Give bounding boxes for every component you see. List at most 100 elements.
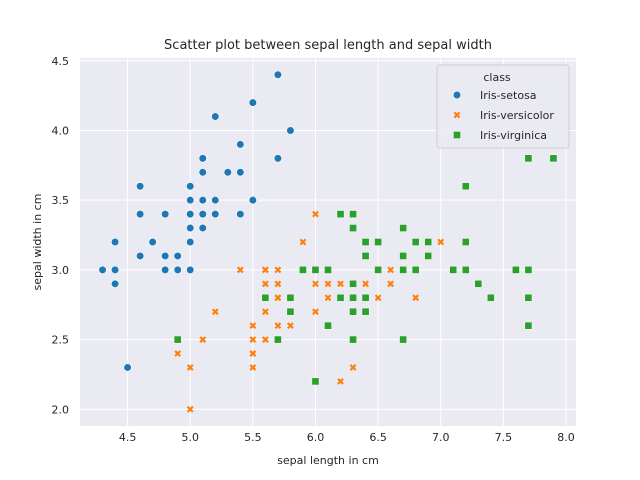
data-point	[287, 322, 294, 330]
y-tick-label: 2.0	[52, 403, 70, 416]
legend-label: Iris-virginica	[480, 129, 547, 142]
data-point	[361, 293, 370, 302]
y-tick-label: 2.5	[52, 334, 70, 347]
data-point	[173, 335, 182, 344]
data-point	[349, 224, 357, 232]
data-point	[173, 265, 182, 274]
data-point	[424, 252, 433, 260]
series-iris-setosa	[98, 70, 295, 372]
data-point	[312, 210, 319, 218]
data-point	[186, 210, 195, 219]
data-point	[299, 266, 307, 274]
y-tick-labels: 2.0 2.5 3.0 3.5 4.0 4.5	[52, 55, 70, 416]
x-tick-label: 7.5	[495, 431, 513, 444]
data-point	[123, 363, 132, 372]
data-point	[248, 196, 257, 205]
data-point	[236, 140, 245, 149]
data-point	[361, 238, 370, 246]
data-point	[211, 210, 220, 219]
data-point	[98, 265, 107, 274]
data-point	[286, 126, 295, 135]
data-point	[261, 336, 269, 343]
chart-title: Scatter plot between sepal length and se…	[164, 38, 492, 53]
data-point	[274, 335, 282, 344]
data-point	[324, 266, 332, 274]
data-point	[211, 112, 220, 121]
data-point	[524, 293, 533, 302]
data-point	[148, 237, 157, 247]
data-point	[387, 280, 395, 288]
legend-label: Iris-versicolor	[480, 109, 554, 122]
data-point	[249, 336, 257, 343]
data-point	[349, 293, 357, 302]
x-tick-label: 5.5	[244, 431, 262, 444]
data-point	[399, 335, 408, 344]
x-tick-label: 8.0	[557, 431, 575, 444]
data-point	[337, 378, 344, 385]
data-point	[437, 238, 445, 246]
data-point	[474, 279, 483, 288]
data-point	[349, 335, 357, 344]
data-point	[461, 266, 470, 274]
data-point	[161, 251, 170, 261]
data-point	[349, 210, 357, 218]
data-point	[411, 238, 420, 246]
x-tick-label: 7.0	[432, 431, 450, 444]
y-tick-label: 4.0	[52, 124, 70, 137]
data-point	[161, 210, 170, 219]
data-point	[486, 293, 495, 302]
data-point	[236, 210, 245, 219]
x-axis-label: sepal length in cm	[277, 454, 379, 467]
x-tick-label: 6.5	[369, 431, 387, 444]
data-point	[186, 364, 194, 371]
x-tick-label: 6.0	[307, 431, 325, 444]
data-point	[274, 280, 282, 288]
data-point	[136, 210, 145, 219]
data-point	[186, 405, 194, 413]
data-point	[198, 196, 207, 205]
data-point	[161, 265, 170, 274]
y-tick-label: 4.5	[52, 55, 70, 68]
data-point	[274, 266, 282, 274]
data-point	[449, 266, 458, 274]
x-tick-label: 4.5	[119, 431, 137, 444]
data-point	[374, 266, 382, 274]
x-tick-label: 5.0	[181, 431, 199, 444]
data-point	[273, 154, 282, 163]
data-point	[349, 279, 357, 288]
legend-marker	[453, 111, 461, 119]
data-point	[349, 307, 357, 316]
data-point	[286, 307, 295, 316]
data-point	[236, 266, 244, 274]
data-point	[312, 280, 319, 288]
y-axis-label: sepal width in cm	[31, 194, 44, 291]
data-point	[274, 322, 282, 330]
x-tick-labels: 4.5 5.0 5.5 6.0 6.5 7.0 7.5 8.0	[119, 431, 575, 444]
data-point	[198, 154, 207, 163]
legend-marker	[453, 131, 461, 139]
data-point	[524, 321, 533, 330]
data-point	[324, 280, 332, 288]
y-tick-label: 3.5	[52, 194, 70, 207]
data-point	[211, 308, 219, 316]
data-point	[136, 251, 145, 261]
data-point	[198, 168, 207, 177]
data-point	[110, 279, 120, 288]
data-point	[361, 307, 370, 316]
data-point	[248, 98, 257, 107]
data-point	[274, 294, 282, 302]
data-point	[286, 293, 295, 302]
data-point	[311, 377, 320, 386]
legend-label: Iris-setosa	[480, 89, 537, 102]
data-point	[361, 252, 370, 260]
data-point	[186, 196, 195, 205]
data-point	[261, 293, 270, 302]
data-point	[249, 364, 257, 371]
data-point	[362, 280, 369, 288]
data-point	[387, 266, 395, 274]
data-point	[524, 266, 533, 274]
data-point	[424, 238, 433, 246]
data-point	[173, 251, 182, 261]
data-point	[524, 154, 533, 163]
legend-marker	[452, 90, 462, 100]
